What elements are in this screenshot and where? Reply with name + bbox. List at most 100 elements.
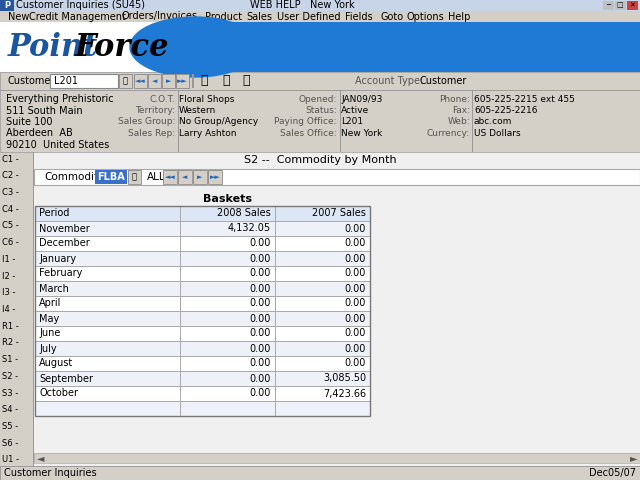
Bar bbox=[128, 170, 141, 184]
Bar bbox=[615, 1, 626, 10]
Text: ►►: ►► bbox=[210, 174, 220, 180]
Text: Larry Ashton: Larry Ashton bbox=[179, 129, 237, 138]
Bar bbox=[35, 221, 370, 236]
Text: R1 -: R1 - bbox=[2, 322, 19, 331]
Text: US Dollars: US Dollars bbox=[474, 129, 520, 138]
Bar bbox=[0, 11, 640, 22]
Bar bbox=[0, 466, 640, 480]
Text: September: September bbox=[39, 373, 93, 384]
Bar bbox=[119, 74, 132, 88]
Bar bbox=[192, 74, 194, 88]
Text: C3 -: C3 - bbox=[2, 188, 19, 197]
Bar bbox=[35, 371, 370, 372]
Bar bbox=[178, 170, 192, 184]
Text: JAN09/93: JAN09/93 bbox=[341, 95, 382, 104]
Bar bbox=[176, 74, 189, 88]
Text: P: P bbox=[4, 1, 10, 10]
Text: 0.00: 0.00 bbox=[344, 284, 366, 293]
Bar bbox=[134, 74, 147, 88]
Text: Sales Office:: Sales Office: bbox=[280, 129, 337, 138]
Text: Sales Rep:: Sales Rep: bbox=[128, 129, 175, 138]
Bar bbox=[178, 90, 179, 152]
Bar bbox=[163, 170, 177, 184]
Text: C5 -: C5 - bbox=[2, 221, 19, 230]
Text: 🔍: 🔍 bbox=[122, 76, 127, 85]
Text: 0.00: 0.00 bbox=[250, 284, 271, 293]
Text: February: February bbox=[39, 268, 83, 278]
Text: Options: Options bbox=[407, 12, 445, 22]
Text: I2 -: I2 - bbox=[2, 272, 15, 280]
Text: 605-225-2215 ext 455: 605-225-2215 ext 455 bbox=[474, 95, 575, 104]
Text: Everything Prehistoric: Everything Prehistoric bbox=[6, 94, 114, 104]
Text: New: New bbox=[8, 12, 29, 22]
Text: S6 -: S6 - bbox=[2, 439, 19, 448]
Text: 0.00: 0.00 bbox=[344, 313, 366, 324]
Text: Territory:: Territory: bbox=[135, 106, 175, 115]
Bar bbox=[128, 170, 141, 184]
Text: ►: ► bbox=[630, 453, 637, 463]
Bar bbox=[35, 371, 370, 386]
Bar bbox=[35, 311, 370, 312]
Text: 0.00: 0.00 bbox=[250, 299, 271, 309]
Text: □: □ bbox=[617, 2, 623, 9]
Bar bbox=[35, 386, 370, 401]
Bar bbox=[35, 401, 370, 416]
Text: 0.00: 0.00 bbox=[250, 253, 271, 264]
Bar bbox=[35, 281, 370, 296]
Text: Aberdeen  AB: Aberdeen AB bbox=[6, 129, 73, 139]
Text: 0.00: 0.00 bbox=[250, 373, 271, 384]
Text: User Defined: User Defined bbox=[277, 12, 341, 22]
Text: WEB HELP   New York: WEB HELP New York bbox=[250, 0, 355, 11]
Bar bbox=[35, 206, 370, 221]
Bar bbox=[627, 1, 638, 10]
Text: 0.00: 0.00 bbox=[250, 328, 271, 338]
Text: Sales: Sales bbox=[246, 12, 273, 22]
Text: C.O.T.: C.O.T. bbox=[149, 95, 175, 104]
Bar bbox=[148, 74, 161, 88]
Text: July: July bbox=[39, 344, 56, 353]
Text: Product: Product bbox=[205, 12, 242, 22]
Text: Active: Active bbox=[341, 106, 369, 115]
Text: ►: ► bbox=[166, 78, 171, 84]
Text: 0.00: 0.00 bbox=[250, 239, 271, 249]
Text: S5 -: S5 - bbox=[2, 422, 18, 431]
Bar bbox=[0, 0, 14, 11]
Bar bbox=[208, 170, 222, 184]
Bar bbox=[35, 236, 370, 251]
Bar bbox=[148, 74, 161, 88]
Bar bbox=[35, 206, 370, 416]
Text: I1 -: I1 - bbox=[2, 255, 15, 264]
Bar bbox=[34, 170, 640, 171]
Text: 0.00: 0.00 bbox=[344, 328, 366, 338]
Text: 7,423.66: 7,423.66 bbox=[323, 388, 366, 398]
Text: S1 -: S1 - bbox=[2, 355, 18, 364]
Text: Customer Inquiries: Customer Inquiries bbox=[4, 468, 97, 478]
Text: ◄: ◄ bbox=[37, 453, 45, 463]
Text: Goto: Goto bbox=[381, 12, 404, 22]
Text: 0.00: 0.00 bbox=[344, 359, 366, 369]
Bar bbox=[472, 90, 473, 152]
Text: May: May bbox=[39, 313, 60, 324]
Text: 📂: 📂 bbox=[222, 74, 230, 87]
Text: Western: Western bbox=[179, 106, 216, 115]
Text: Commodity: Commodity bbox=[44, 172, 104, 182]
Text: Fields: Fields bbox=[345, 12, 372, 22]
Text: Force: Force bbox=[75, 32, 170, 62]
Text: 0.00: 0.00 bbox=[344, 253, 366, 264]
Text: I3 -: I3 - bbox=[2, 288, 15, 297]
Text: Account Type:: Account Type: bbox=[355, 76, 423, 86]
Text: Credit Management: Credit Management bbox=[29, 12, 125, 22]
Text: Fax:: Fax: bbox=[452, 106, 470, 115]
Bar bbox=[119, 74, 132, 88]
Bar bbox=[0, 466, 640, 480]
Bar bbox=[35, 311, 370, 326]
Text: 0.00: 0.00 bbox=[344, 299, 366, 309]
Text: U1 -: U1 - bbox=[2, 456, 19, 465]
Bar bbox=[0, 72, 640, 90]
Bar bbox=[193, 170, 207, 184]
Text: ►►: ►► bbox=[177, 78, 188, 84]
Text: Baskets: Baskets bbox=[204, 194, 253, 204]
Text: December: December bbox=[39, 239, 90, 249]
Bar bbox=[50, 74, 118, 88]
Text: Dec05/07: Dec05/07 bbox=[589, 468, 636, 478]
